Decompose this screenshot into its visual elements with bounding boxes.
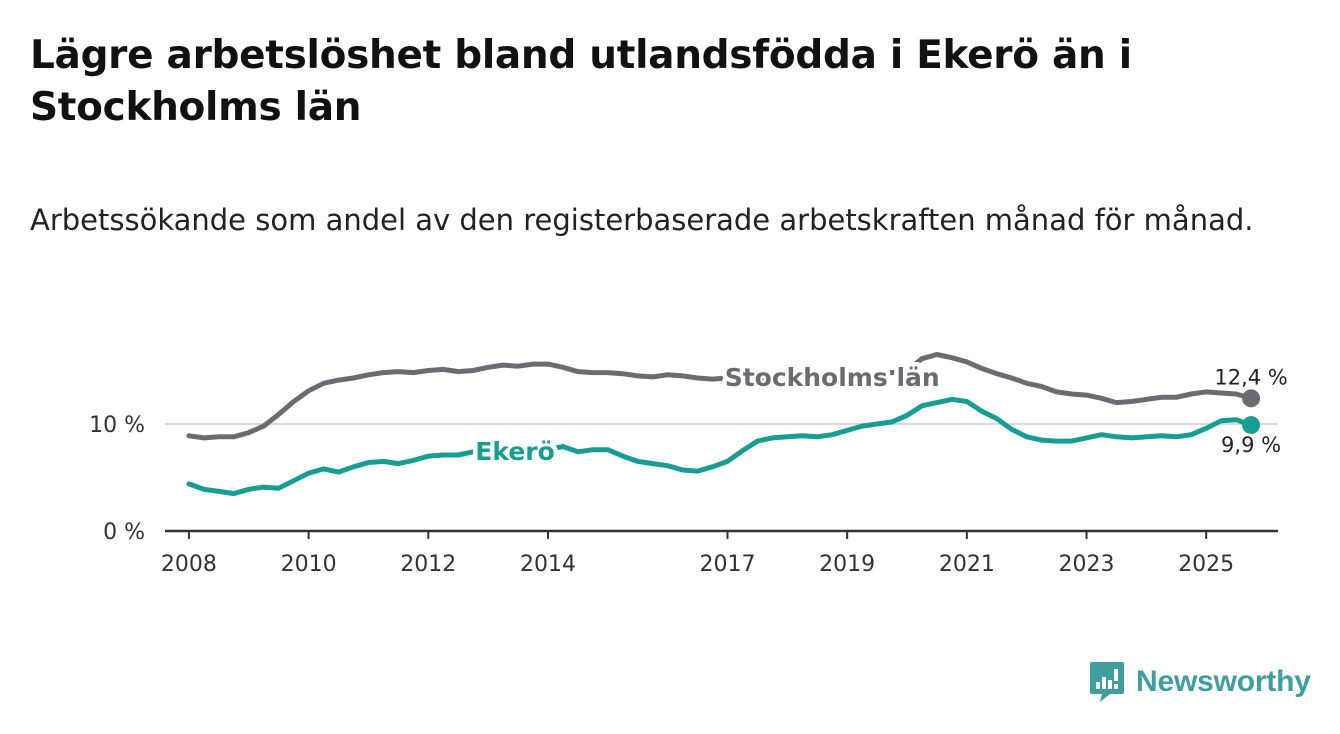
- x-tick-label: 2012: [400, 552, 456, 577]
- x-tick-label: 2025: [1178, 552, 1234, 577]
- end-value-label: 12,4 %: [1214, 365, 1287, 389]
- brand-name: Newsworthy: [1136, 665, 1311, 698]
- chart-subtitle: Arbetssökande som andel av den registerb…: [30, 203, 1254, 237]
- end-point-dot: [1242, 389, 1261, 408]
- x-tick-label: 2010: [281, 552, 337, 577]
- brand-logo: Newsworthy: [1088, 660, 1311, 704]
- x-tick-label: 2021: [939, 552, 995, 577]
- series-line-0: [186, 352, 1254, 441]
- x-tick-label: 2023: [1059, 552, 1115, 577]
- chart-title: Lägre arbetslöshet bland utlandsfödda i …: [30, 33, 1132, 130]
- x-tick-label: 2017: [699, 552, 755, 577]
- series-line-1: [186, 396, 1254, 497]
- x-tick-label: 2014: [520, 552, 576, 577]
- end-value-label: 9,9 %: [1221, 433, 1281, 457]
- newsworthy-logo-icon: [1090, 662, 1124, 702]
- x-tick-label: 2019: [819, 552, 875, 577]
- end-point-dot: [1242, 416, 1261, 435]
- series-label: Ekerö: [475, 437, 555, 466]
- y-tick-label: 0 %: [103, 520, 145, 545]
- y-tick-label: 10 %: [89, 413, 145, 438]
- x-tick-label: 2008: [161, 552, 217, 577]
- series-label: Stockholms län: [725, 363, 940, 392]
